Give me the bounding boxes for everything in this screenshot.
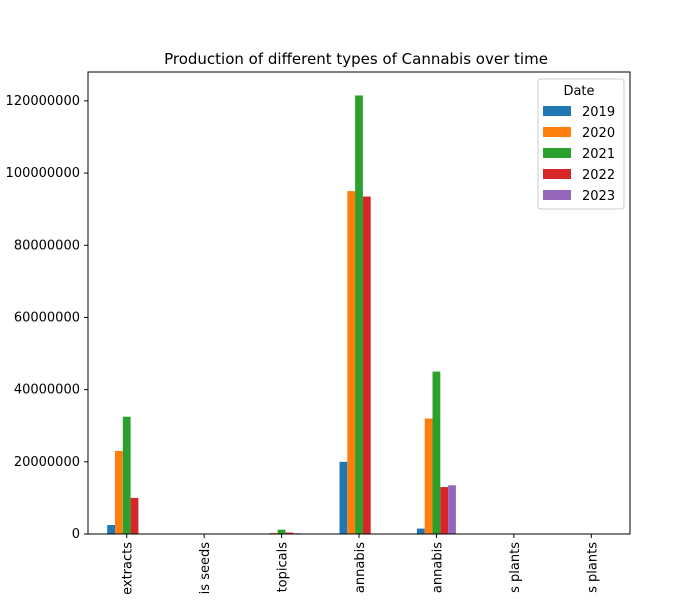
x-tick-label: annabis bbox=[353, 542, 368, 593]
legend-label-2021: 2021 bbox=[582, 147, 615, 162]
legend-label-2022: 2022 bbox=[582, 168, 615, 183]
x-tick-label: extracts bbox=[121, 542, 136, 595]
y-tick-label: 80000000 bbox=[14, 238, 80, 253]
bar-2021-3 bbox=[355, 95, 363, 534]
bar-2021-4 bbox=[432, 371, 441, 534]
bar-2023-4 bbox=[448, 485, 456, 534]
bar-2019-0 bbox=[107, 524, 116, 534]
legend: Date 2019 2020 2021 2022 2023 bbox=[537, 78, 625, 210]
y-tick-label: 60000000 bbox=[14, 310, 80, 325]
legend-label-2023: 2023 bbox=[582, 189, 615, 204]
bar-2021-2 bbox=[277, 529, 286, 534]
chart-title: Production of different types of Cannabi… bbox=[164, 50, 548, 68]
y-tick-label: 100000000 bbox=[6, 166, 80, 181]
bar-2020-4 bbox=[424, 418, 433, 534]
y-tick-label: 20000000 bbox=[14, 455, 80, 470]
axes-group: 0 20000000 40000000 60000000 80000000 1000000… bbox=[6, 94, 601, 595]
bar-2022-3 bbox=[362, 196, 371, 534]
bar-2020-3 bbox=[347, 191, 356, 534]
legend-swatch-2023 bbox=[543, 190, 571, 200]
x-tick-label: s plants bbox=[585, 542, 600, 593]
bar-2022-2 bbox=[285, 532, 294, 534]
legend-swatch-2022 bbox=[543, 169, 571, 179]
y-tick-label: 40000000 bbox=[14, 383, 80, 398]
x-tick-label: topicals bbox=[276, 542, 291, 593]
bar-2020-2 bbox=[269, 532, 278, 534]
legend-label-2019: 2019 bbox=[582, 105, 615, 120]
bar-2019-3 bbox=[339, 461, 348, 534]
legend-swatch-2020 bbox=[543, 127, 571, 137]
legend-title: Date bbox=[563, 84, 594, 99]
y-tick-label: 120000000 bbox=[6, 94, 80, 109]
bar-2022-4 bbox=[440, 487, 449, 534]
bar-2021-0 bbox=[122, 416, 131, 534]
x-tick-label: is seeds bbox=[198, 542, 213, 595]
y-tick-label: 0 bbox=[72, 527, 80, 542]
x-tick-label: annabis bbox=[430, 542, 445, 593]
bar-2020-0 bbox=[115, 450, 123, 534]
plot-frame bbox=[87, 71, 631, 535]
bar-2022-0 bbox=[130, 497, 139, 534]
legend-swatch-2021 bbox=[543, 148, 571, 158]
legend-swatch-2019 bbox=[543, 106, 571, 116]
legend-label-2020: 2020 bbox=[582, 126, 615, 141]
bars-group bbox=[107, 95, 456, 534]
x-tick-label: s plants bbox=[508, 542, 523, 593]
bar-2019-4 bbox=[416, 528, 425, 534]
